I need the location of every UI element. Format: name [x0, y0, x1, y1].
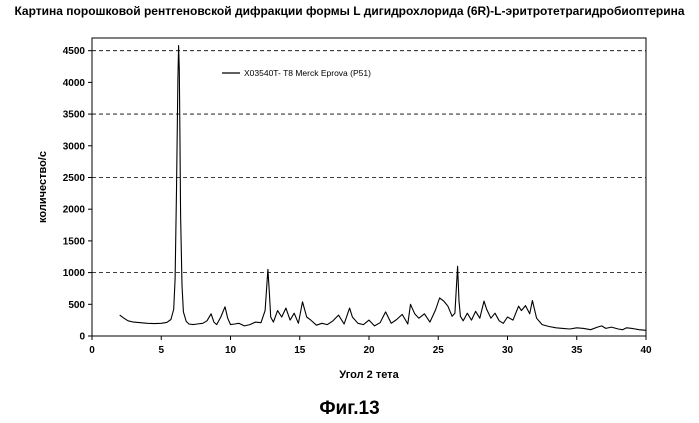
y-tick-label: 3500: [63, 110, 86, 121]
axis-ticks: 0 500 1000 1500 2000 2500 3000 3500 4000 4500 0 5 10…: [63, 46, 652, 356]
legend-series-label: X03540T- T8 Merck Eprova (P51): [244, 68, 371, 78]
x-tick-label: 25: [433, 345, 445, 356]
figure-caption: Фиг.13: [0, 398, 699, 420]
x-tick-label: 15: [294, 345, 306, 356]
series-line-0: [120, 46, 646, 331]
xrd-chart: 0 500 1000 1500 2000 2500 3000 3500 4000 4500 0 5 10…: [0, 0, 699, 395]
y-tick-label: 1000: [63, 268, 86, 279]
plot-area-frame: [92, 38, 646, 336]
y-axis-title: количество/с: [37, 151, 49, 223]
y-tick-label: 2000: [63, 205, 86, 216]
x-tick-label: 30: [502, 345, 514, 356]
gridlines: [92, 51, 646, 273]
x-tick-label: 0: [89, 345, 95, 356]
series-layer: [120, 46, 646, 331]
x-tick-label: 40: [640, 345, 652, 356]
x-tick-label: 5: [158, 345, 164, 356]
x-tick-label: 10: [225, 345, 237, 356]
y-tick-label: 2500: [63, 173, 86, 184]
y-tick-label: 3000: [63, 141, 86, 152]
x-tick-label: 35: [571, 345, 583, 356]
x-axis-title: Угол 2 тета: [339, 369, 399, 381]
y-tick-label: 1500: [63, 236, 86, 247]
x-tick-label: 20: [363, 345, 375, 356]
y-tick-label: 0: [79, 332, 85, 343]
y-tick-label: 500: [68, 300, 85, 311]
y-tick-label: 4500: [63, 46, 86, 57]
legend: X03540T- T8 Merck Eprova (P51): [222, 68, 371, 78]
y-tick-label: 4000: [63, 78, 86, 89]
